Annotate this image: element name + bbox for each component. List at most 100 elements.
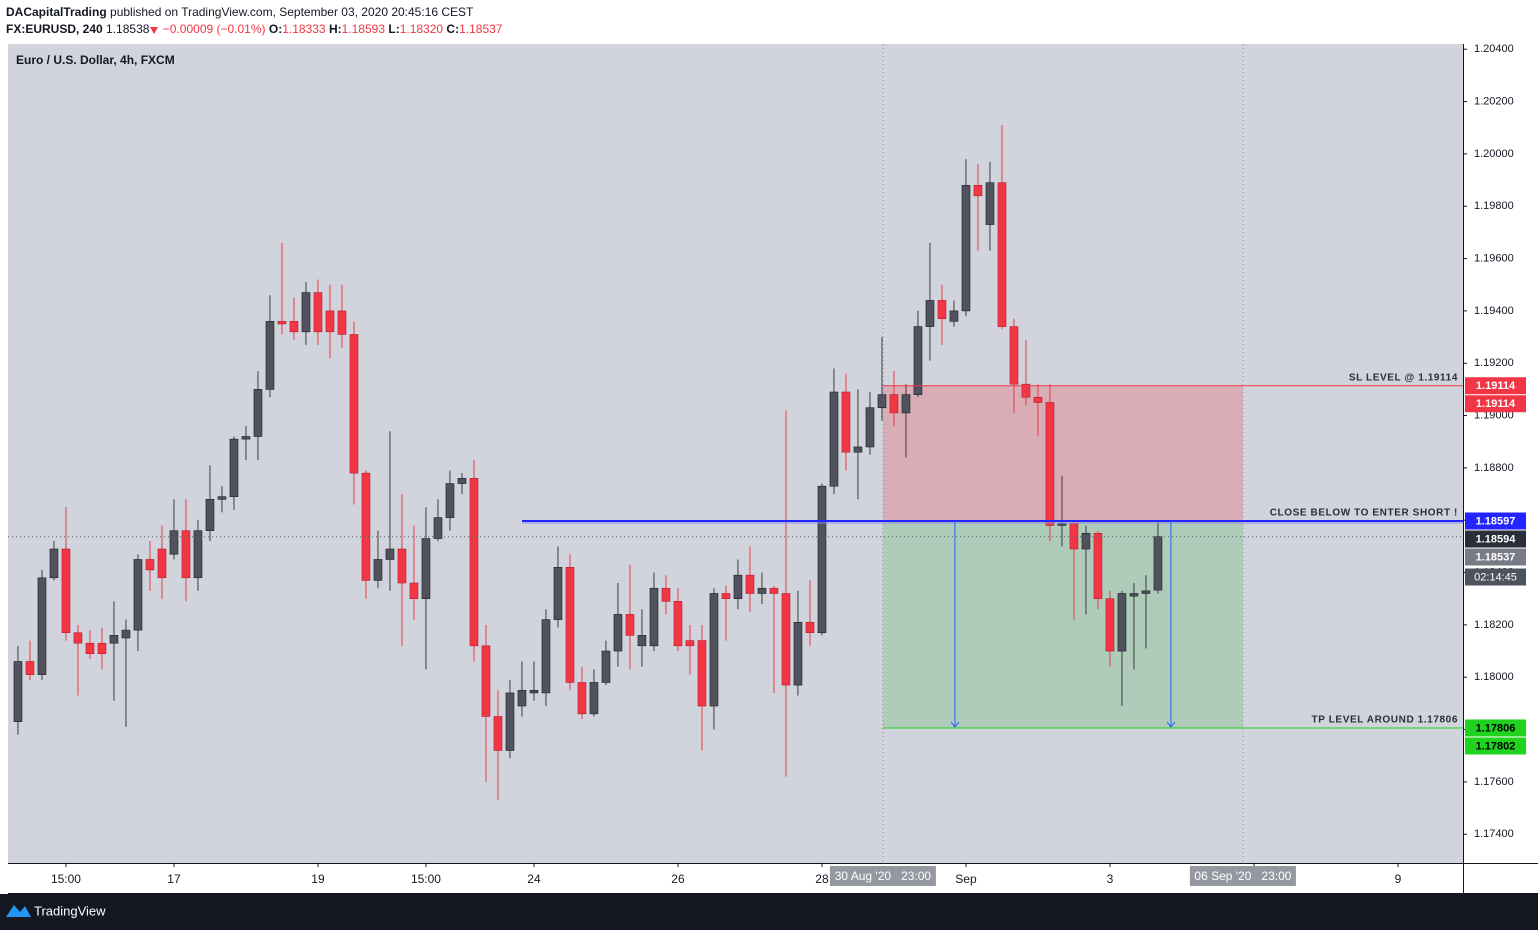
candle-body [1021,383,1031,398]
candle-body [445,483,455,518]
ohlc-label: O: [268,22,283,36]
candle-body [433,517,443,539]
plot-layer: SL LEVEL @ 1.19114 CLOSE BELOW TO ENTER S… [8,44,1463,863]
candle-body [217,496,227,500]
countdown-bg [1465,568,1526,586]
y-tick-label: 1.20200 [1474,95,1514,107]
candle-body [253,389,263,437]
candle-body [37,577,47,675]
countdown: 02:14:45 [1474,571,1517,583]
y-tick-label: 1.19800 [1474,200,1514,212]
candle-body [853,446,863,453]
x-tick-label: 17 [167,872,181,886]
y-tick-label: 1.17400 [1474,828,1514,840]
candle-body [925,300,935,327]
stop-zone [882,385,1243,522]
target-zone [882,521,1243,728]
price-label-bg [1465,719,1526,737]
candle-body [205,498,215,531]
candle-body [997,182,1007,327]
ohlc-value: 1.18593 [341,22,386,36]
candle-body [169,530,179,555]
candle-body [409,582,419,600]
candle-body [493,716,503,751]
candle-body [301,292,311,333]
candle-body [1153,536,1163,591]
candle-body [841,391,851,453]
candle-body [829,391,839,487]
published: published on TradingView.com, September … [110,5,474,19]
candle-body [1105,598,1115,652]
y-tick-label: 1.19400 [1474,305,1514,317]
range-label-bg [829,866,936,886]
candle-body [121,629,131,639]
candle-body [397,548,407,584]
price-label: 1.19114 [1476,380,1516,392]
candle-body [517,690,527,707]
candle-body [781,593,791,686]
candle-body [697,640,707,707]
x-tick-label: 19 [311,872,325,886]
y-tick-label: 1.20400 [1474,43,1514,55]
level-text: SL LEVEL @ 1.19114 [1349,372,1458,383]
price-label: 1.18537 [1476,551,1516,563]
candle-body [277,321,287,325]
footer-logo [6,905,31,917]
candle-body [193,530,203,579]
candle-body [505,692,515,751]
last-price: 1.18538 [106,22,150,36]
candle-body [529,690,539,694]
candle-body [337,310,347,335]
candle-body [1069,522,1079,550]
candle-body [961,184,971,312]
candle-body [901,394,911,414]
candle-body [733,574,743,600]
footer-bg [0,894,1538,930]
down-arrow-shape [150,26,159,34]
candle-body [601,650,611,683]
header-line-1: DACapitalTrading published on TradingVie… [6,4,502,21]
candle-body [13,661,23,723]
candle-body [577,682,587,715]
candle-body [61,548,71,634]
price-label: 1.19114 [1476,398,1516,410]
range-label-bg [1189,866,1296,886]
candle-body [685,640,695,647]
candle-body [421,538,431,600]
level-text: CLOSE BELOW TO ENTER SHORT ! [1270,508,1458,519]
y-tick-label: 1.19000 [1474,409,1514,421]
y-tick-label: 1.18000 [1474,671,1514,683]
x-tick-label: 28 [815,872,829,886]
candle-body [157,548,167,579]
price-label-bg [1465,548,1526,566]
y-tick-label: 1.19600 [1474,252,1514,264]
ohlc-label: H: [328,22,342,36]
plot-bg [8,44,1463,863]
price-label: 1.17806 [1476,722,1516,734]
symbol: FX:EURUSD, 240 [6,22,103,36]
x-tick-label: Sep [955,872,977,886]
candle-body [757,587,767,594]
candle-body [469,478,479,647]
ohlc-value: 1.18333 [282,22,326,36]
candle-body [133,559,143,631]
candle-body [949,310,959,322]
candle-body [985,182,995,225]
candle-body [1033,396,1043,403]
candle-body [541,619,551,694]
candle-body [1045,402,1055,526]
candle-body [313,292,323,333]
candle-body [1081,533,1091,550]
candle-body [229,438,239,497]
candle-body [913,326,923,395]
candle-body [1141,590,1151,594]
candle-body [721,593,731,600]
x-tick-label: 15:00 [411,872,441,886]
candle-body [769,587,779,594]
candle-body [937,300,947,320]
candle-body [49,548,59,579]
change: −0.00009 (−0.01%) [162,22,266,36]
arrow-head [1166,721,1176,728]
